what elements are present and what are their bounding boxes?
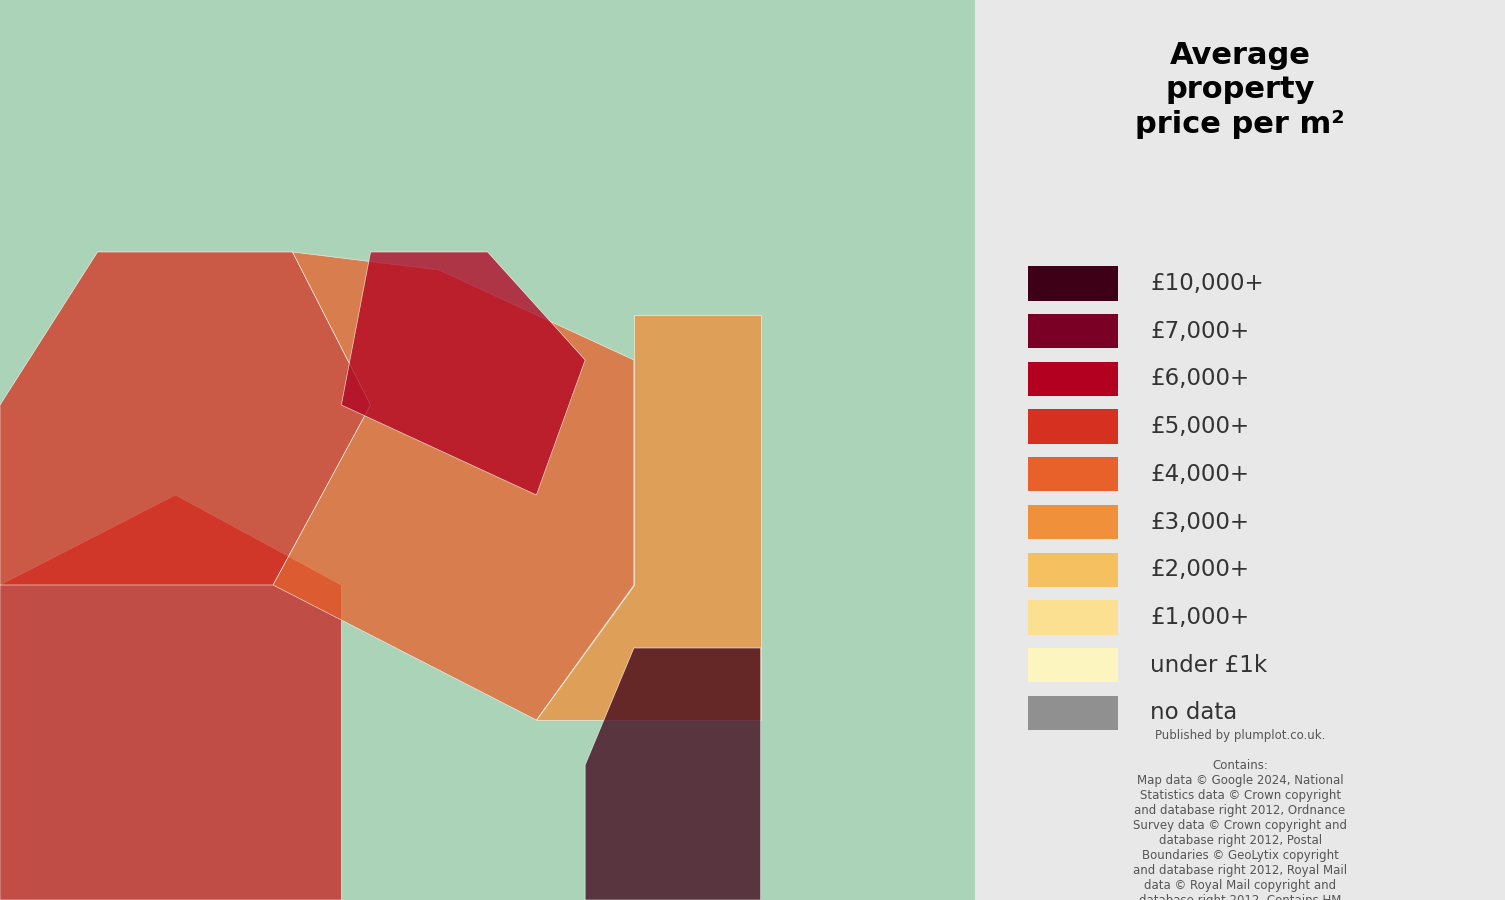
Polygon shape [585,648,760,900]
Polygon shape [342,252,585,495]
Bar [1028,600,1118,634]
Text: Average
property
price per m²: Average property price per m² [1135,40,1345,139]
Bar [1028,505,1118,539]
Text: under £1k: under £1k [1150,653,1267,677]
Bar [1028,314,1118,348]
Bar [1028,696,1118,730]
Text: no data: no data [1150,701,1237,724]
Text: £4,000+: £4,000+ [1150,463,1249,486]
Text: £10,000+: £10,000+ [1150,272,1264,295]
Text: £5,000+: £5,000+ [1150,415,1249,438]
Text: £1,000+: £1,000+ [1150,606,1249,629]
Bar [1028,362,1118,396]
Bar [1028,266,1118,301]
Polygon shape [272,252,634,720]
Polygon shape [0,252,370,585]
Polygon shape [536,315,760,720]
Bar [1028,410,1118,444]
Text: £6,000+: £6,000+ [1150,367,1249,391]
Bar [1028,553,1118,587]
Text: £3,000+: £3,000+ [1150,510,1249,534]
Polygon shape [0,495,342,900]
Text: £2,000+: £2,000+ [1150,558,1249,581]
Text: Published by plumplot.co.uk.

Contains:
Map data © Google 2024, National
Statist: Published by plumplot.co.uk. Contains: M… [1133,729,1347,900]
Bar [1028,648,1118,682]
Bar [1028,457,1118,491]
Text: £7,000+: £7,000+ [1150,320,1249,343]
